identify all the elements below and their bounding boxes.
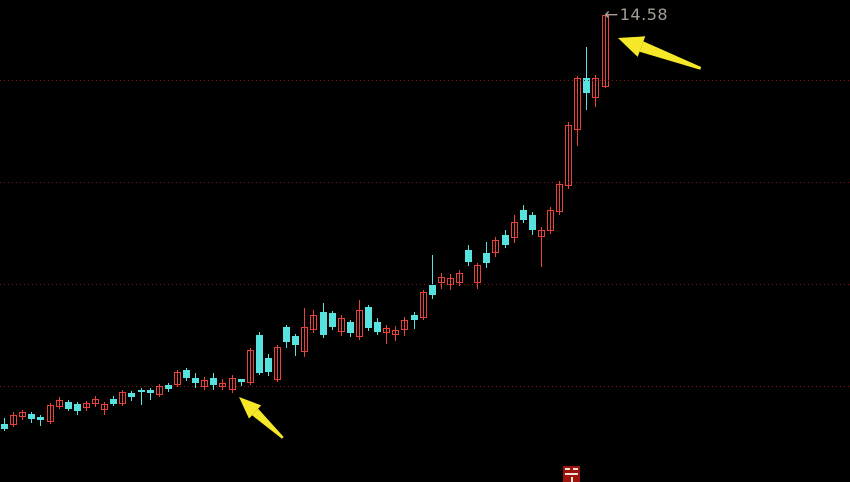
candle-wick — [231, 375, 233, 393]
candle-wick — [422, 290, 424, 320]
candle-wick — [3, 418, 5, 431]
candle-wick — [531, 212, 533, 235]
candle-wick — [103, 402, 105, 415]
candle-wick — [39, 415, 41, 426]
candle-wick — [567, 122, 569, 189]
candle-wick — [240, 379, 242, 386]
candle-wick — [303, 308, 305, 357]
candle-wick — [12, 412, 14, 427]
candle-wick — [594, 75, 596, 107]
gridline — [0, 284, 850, 285]
candle-wick — [604, 14, 606, 88]
candle-wick — [549, 207, 551, 234]
candle-wick — [413, 312, 415, 329]
candle-wick — [267, 354, 269, 376]
candle-wick — [540, 227, 542, 267]
candle-wick — [513, 215, 515, 243]
candle-wick — [294, 334, 296, 356]
arrow-tail — [252, 408, 284, 439]
candle-wick — [249, 348, 251, 385]
arrow-head — [239, 397, 262, 419]
arrow-head — [618, 36, 646, 57]
candle-wick — [140, 388, 142, 405]
candle-wick — [385, 325, 387, 344]
price-callout: ← 14.58 — [604, 5, 669, 25]
annotation-arrow-top-icon — [618, 36, 702, 70]
candle-wick — [558, 181, 560, 215]
candle-wick — [585, 47, 587, 110]
annotation-arrow-bottom-icon — [239, 397, 284, 439]
candle-wick — [340, 315, 342, 336]
arrow-tail — [639, 41, 702, 70]
candle-wick — [49, 403, 51, 424]
candle-wick — [21, 410, 23, 420]
candle-wick — [258, 332, 260, 375]
candle-wick — [367, 305, 369, 331]
candle-wick — [176, 370, 178, 387]
candle-wick — [85, 401, 87, 411]
candle-wick — [185, 368, 187, 381]
candle-wick — [167, 383, 169, 392]
red-marker-badge — [563, 466, 580, 482]
candle-wick — [331, 311, 333, 330]
candle-wick — [504, 230, 506, 248]
candle-wick — [394, 326, 396, 341]
candle-wick — [358, 300, 360, 340]
candle-wick — [285, 325, 287, 348]
candle-wick — [522, 205, 524, 223]
gridline — [0, 386, 850, 387]
candle-wick — [458, 270, 460, 286]
candle-wick — [149, 388, 151, 400]
candle-wick — [485, 242, 487, 268]
candle-wick — [376, 318, 378, 335]
candle-wick — [212, 373, 214, 390]
candle-wick — [349, 320, 351, 337]
candle-wick — [322, 303, 324, 338]
candle-wick — [276, 345, 278, 382]
candle-wick — [440, 273, 442, 289]
candle-wick — [203, 377, 205, 390]
candle-wick — [403, 317, 405, 336]
candle-wick — [467, 245, 469, 266]
left-arrow-icon: ← — [604, 5, 619, 25]
candle-wick — [494, 237, 496, 257]
candle-wick — [431, 255, 433, 299]
candle-wick — [194, 373, 196, 388]
price-callout-value: 14.58 — [619, 5, 669, 24]
candle-wick — [130, 391, 132, 401]
candle-wick — [312, 310, 314, 333]
candle-wick — [476, 263, 478, 289]
gridline — [0, 80, 850, 81]
candle-wick — [158, 384, 160, 397]
candle-wick — [112, 396, 114, 406]
candle-wick — [576, 76, 578, 146]
candle-wick — [449, 274, 451, 290]
candle-wick — [76, 402, 78, 415]
candle-wick — [221, 379, 223, 390]
candle-wick — [67, 400, 69, 411]
candle-wick — [30, 412, 32, 423]
candle-wick — [94, 396, 96, 407]
gridline — [0, 182, 850, 183]
candle-wick — [121, 390, 123, 406]
candle-wick — [58, 397, 60, 409]
